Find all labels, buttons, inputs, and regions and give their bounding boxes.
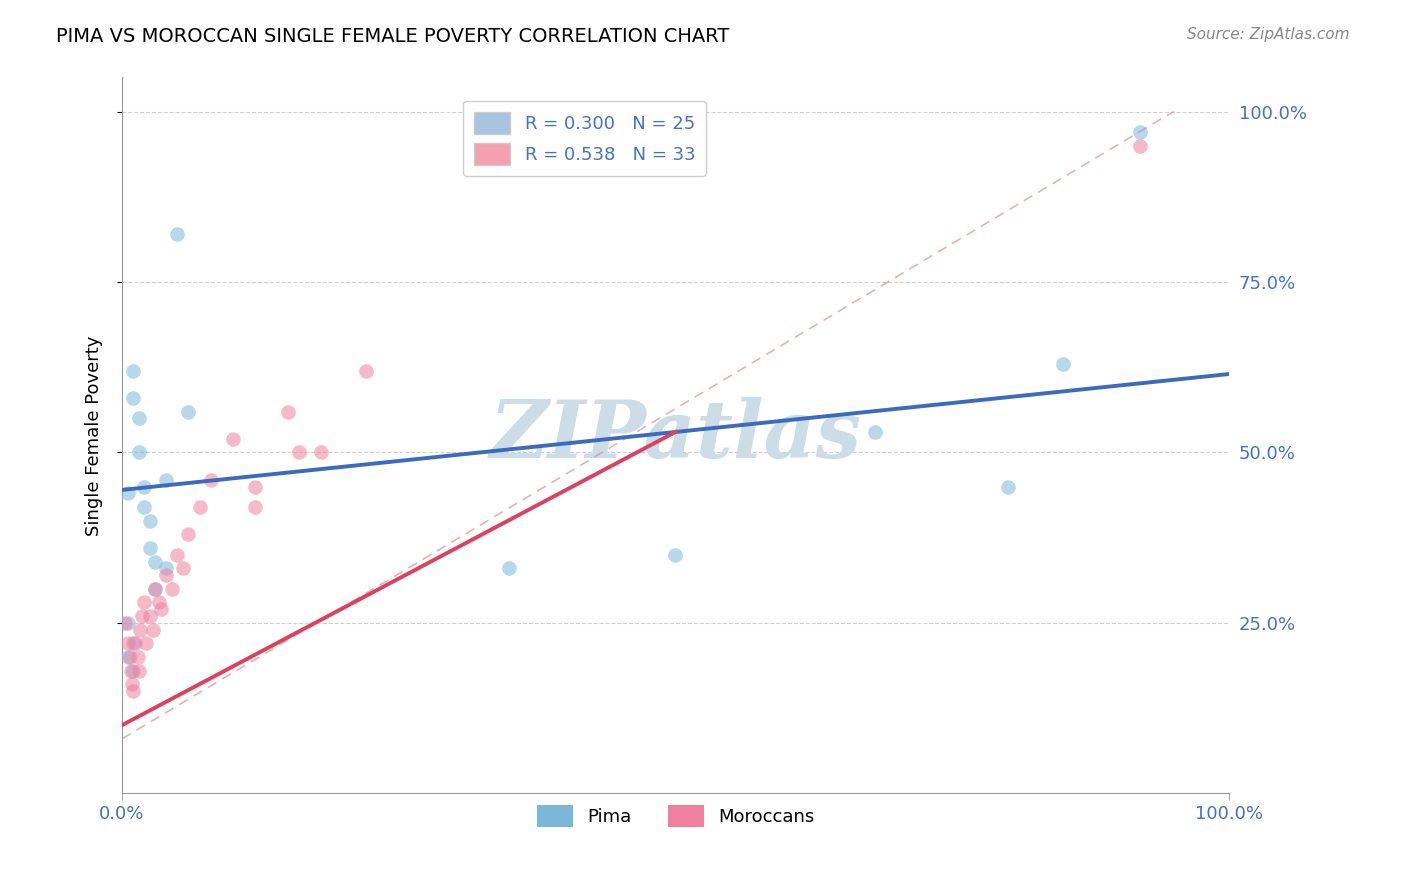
Point — [122, 636, 145, 650]
Point — [122, 391, 145, 405]
Point — [138, 514, 160, 528]
Point — [114, 615, 136, 630]
Point — [311, 445, 333, 459]
Point — [166, 548, 188, 562]
Point — [134, 595, 156, 609]
Point — [127, 650, 149, 665]
Point — [138, 541, 160, 555]
Point — [134, 479, 156, 493]
Point — [243, 479, 266, 493]
Point — [122, 684, 145, 698]
Point — [143, 582, 166, 596]
Point — [188, 500, 211, 514]
Point — [200, 473, 222, 487]
Point — [117, 650, 139, 665]
Point — [149, 602, 172, 616]
Text: PIMA VS MOROCCAN SINGLE FEMALE POVERTY CORRELATION CHART: PIMA VS MOROCCAN SINGLE FEMALE POVERTY C… — [56, 27, 730, 45]
Point — [177, 404, 200, 418]
Point — [155, 561, 177, 575]
Point — [143, 555, 166, 569]
Point — [997, 479, 1019, 493]
Point — [117, 615, 139, 630]
Point — [117, 486, 139, 500]
Point — [172, 561, 194, 575]
Point — [498, 561, 520, 575]
Point — [1129, 138, 1152, 153]
Point — [121, 677, 143, 691]
Point — [134, 500, 156, 514]
Point — [118, 650, 141, 665]
Point — [120, 664, 142, 678]
Point — [128, 623, 150, 637]
Point — [863, 425, 886, 439]
Point — [128, 664, 150, 678]
Point — [664, 548, 686, 562]
Text: ZIPatlas: ZIPatlas — [489, 397, 862, 475]
Point — [1052, 357, 1074, 371]
Point — [148, 595, 170, 609]
Point — [131, 609, 153, 624]
Point — [277, 404, 299, 418]
Y-axis label: Single Female Poverty: Single Female Poverty — [86, 335, 103, 535]
Point — [155, 568, 177, 582]
Point — [122, 363, 145, 377]
Point — [142, 623, 165, 637]
Point — [288, 445, 311, 459]
Point — [222, 432, 245, 446]
Point — [243, 500, 266, 514]
Point — [177, 527, 200, 541]
Point — [1129, 125, 1152, 139]
Legend: Pima, Moroccans: Pima, Moroccans — [530, 798, 821, 834]
Point — [124, 636, 146, 650]
Point — [166, 227, 188, 242]
Point — [160, 582, 183, 596]
Point — [155, 473, 177, 487]
Text: Source: ZipAtlas.com: Source: ZipAtlas.com — [1187, 27, 1350, 42]
Point — [143, 582, 166, 596]
Point — [122, 664, 145, 678]
Point — [138, 609, 160, 624]
Point — [135, 636, 157, 650]
Point — [117, 636, 139, 650]
Point — [128, 445, 150, 459]
Point — [128, 411, 150, 425]
Point — [354, 363, 377, 377]
